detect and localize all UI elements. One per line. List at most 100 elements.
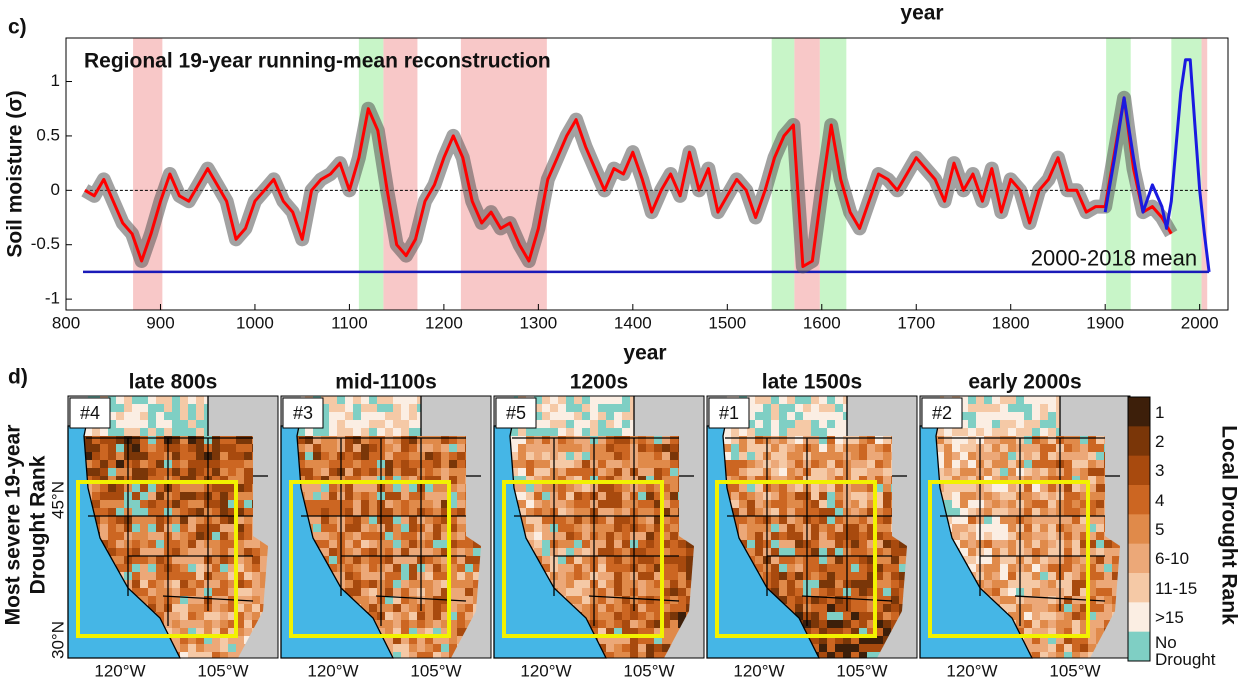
map-cell [686, 588, 694, 597]
map-cell [622, 564, 631, 573]
map-cell [385, 492, 394, 501]
map-cell [827, 404, 836, 413]
map-cell [148, 492, 157, 501]
map-cell [827, 636, 836, 645]
map-cell [771, 588, 780, 597]
map-cell [827, 588, 836, 597]
map-cell [425, 620, 434, 629]
map-cell [1072, 492, 1081, 501]
map-cell [646, 444, 655, 453]
map-cell [441, 644, 450, 653]
map-cell [795, 396, 804, 405]
map-cell [851, 532, 860, 541]
map-cell [1000, 444, 1009, 453]
map-cell [329, 428, 338, 437]
map-cell [172, 444, 181, 453]
map-cell [867, 556, 876, 565]
map-cell [590, 412, 599, 421]
map-cell [329, 436, 338, 445]
map-cell [353, 492, 362, 501]
map-cell [936, 436, 945, 445]
map-cell [566, 572, 575, 581]
map-cell [244, 604, 253, 613]
map-cell [646, 596, 655, 605]
map-cell [361, 460, 370, 469]
map-cell [859, 436, 868, 445]
map-cell [425, 580, 434, 589]
map-cell [369, 452, 378, 461]
map-cell [787, 492, 796, 501]
map-cell [686, 580, 694, 589]
map-cell [566, 524, 575, 533]
map-cell [353, 516, 362, 525]
map-cell [188, 484, 197, 493]
map-cell [566, 588, 575, 597]
map-cell [1096, 572, 1105, 581]
map-cell [425, 596, 434, 605]
map-cell [811, 572, 820, 581]
map-cell [1096, 540, 1105, 549]
map-cell [992, 452, 1001, 461]
map-cell [851, 652, 860, 658]
map-cell [1088, 444, 1097, 453]
map-cell [795, 532, 804, 541]
map-cell [1080, 580, 1089, 589]
map-cell [361, 604, 370, 613]
map-cell [670, 492, 679, 501]
map-cell [598, 436, 607, 445]
map-cell [851, 572, 860, 581]
map-cell [662, 612, 671, 621]
map-cell [654, 644, 663, 653]
map-cell [108, 524, 117, 533]
map-cell [361, 516, 370, 525]
map-cell [140, 420, 149, 429]
ensemble-spread [81, 90, 1178, 274]
map-cell [984, 532, 993, 541]
map-cell [236, 572, 245, 581]
map-cell [1048, 412, 1057, 421]
map-cell [598, 612, 607, 621]
map-cell [473, 540, 481, 549]
map-cell [236, 444, 245, 453]
map-cell [252, 596, 261, 605]
map-cell [638, 452, 647, 461]
map-cell [811, 436, 820, 445]
map-cell [534, 452, 543, 461]
map-cell [606, 564, 615, 573]
map-cell [353, 452, 362, 461]
lon-label: 120°W [946, 661, 997, 680]
map-cell [329, 564, 338, 573]
map-cell [686, 572, 694, 581]
map-cell [409, 572, 418, 581]
map-cell [188, 612, 197, 621]
map-cell [968, 548, 977, 557]
map-cell [1080, 628, 1089, 637]
map-cell [132, 540, 141, 549]
y-tick-label: 1 [51, 71, 60, 90]
map-cell [148, 484, 157, 493]
map-cell [220, 652, 229, 658]
map-cell [827, 444, 836, 453]
map-cell [244, 556, 253, 565]
map-cell [1088, 556, 1097, 565]
map-cell [891, 540, 900, 549]
map-cell [944, 460, 953, 469]
map-cell [582, 452, 591, 461]
map-cell [811, 620, 820, 629]
map-cell [1080, 636, 1089, 645]
map-cell [244, 492, 253, 501]
map-cell [172, 412, 181, 421]
map-cell [875, 628, 884, 637]
map-cell [622, 532, 631, 541]
map-cell [188, 588, 197, 597]
map-cell [598, 460, 607, 469]
map-cell [795, 460, 804, 469]
map-cell [1008, 540, 1017, 549]
map-cell [518, 500, 527, 509]
map-cell [875, 484, 884, 493]
map-cell [1040, 620, 1049, 629]
map-cell [851, 436, 860, 445]
map-cell [172, 564, 181, 573]
map-cell [393, 468, 402, 477]
map-cell [393, 404, 402, 413]
